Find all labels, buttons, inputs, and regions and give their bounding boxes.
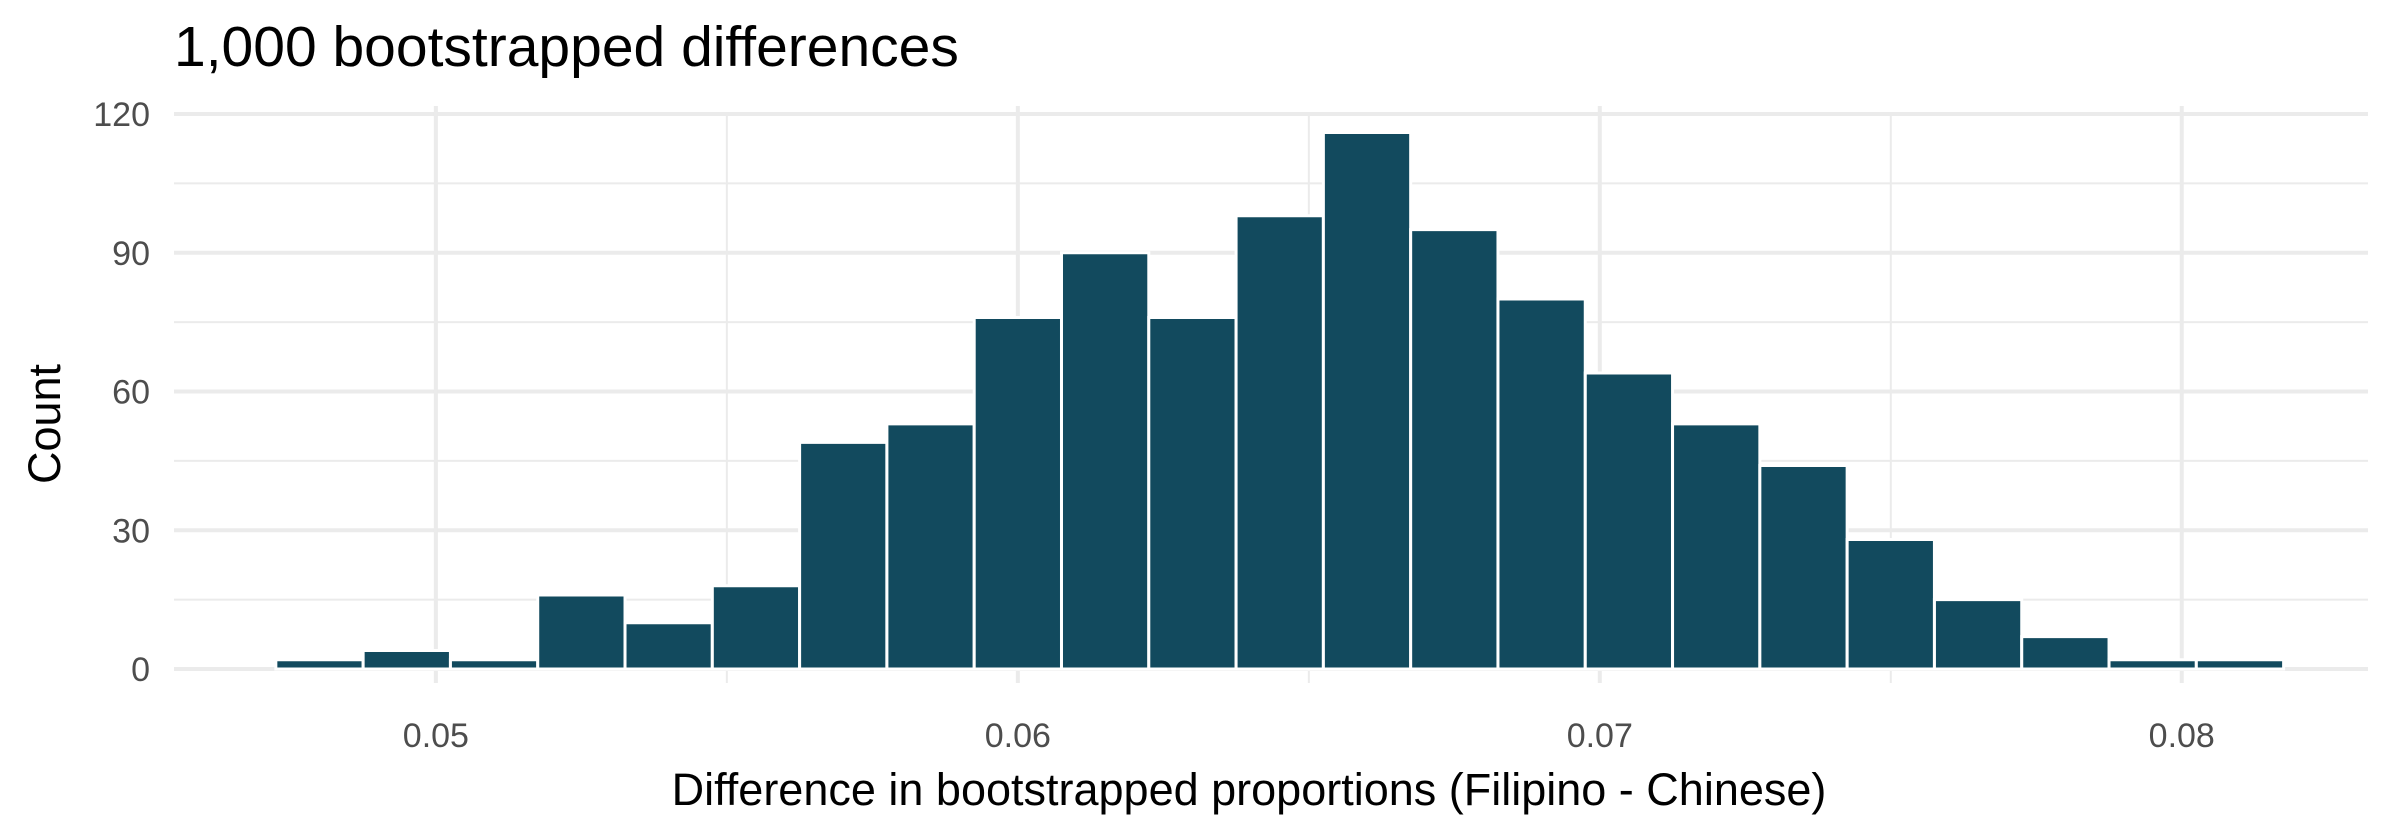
y-tick-label: 0 <box>131 651 150 689</box>
x-axis-ticks: 0.05 0.06 0.07 0.08 <box>403 717 2215 755</box>
histogram-bar <box>1932 598 2024 671</box>
y-tick-label: 120 <box>93 96 150 134</box>
histogram-bar <box>448 658 540 671</box>
histogram-bar <box>1496 297 1587 671</box>
histogram-bar <box>536 593 627 671</box>
bars <box>274 131 2286 671</box>
histogram-bar <box>1234 214 1325 671</box>
x-tick-label: 0.08 <box>2149 717 2215 755</box>
histogram-bar <box>274 658 365 671</box>
histogram-bar <box>623 621 714 671</box>
histogram-bar <box>885 422 976 671</box>
histogram-bar <box>1583 371 1675 671</box>
y-tick-label: 60 <box>112 374 150 412</box>
histogram-bar <box>1059 251 1151 671</box>
histogram-bar <box>1409 228 1500 671</box>
x-tick-label: 0.06 <box>985 717 1051 755</box>
y-axis-ticks: 0 30 60 90 120 <box>93 96 150 689</box>
histogram-bar <box>1147 316 1238 671</box>
x-tick-label: 0.07 <box>1567 717 1633 755</box>
y-axis-title: Count <box>19 363 70 484</box>
histogram-bar <box>1671 422 1762 671</box>
histogram-bar <box>1758 464 1849 671</box>
histogram-bar <box>710 584 802 671</box>
histogram-bar <box>972 316 1063 671</box>
y-tick-label: 30 <box>112 512 150 550</box>
y-tick-label: 90 <box>112 235 150 273</box>
histogram-bar <box>361 649 452 671</box>
histogram-bar <box>1321 131 1413 671</box>
histogram-bar <box>1845 538 1936 671</box>
histogram-bar <box>2020 635 2111 671</box>
x-axis-title: Difference in bootstrapped proportions (… <box>672 764 1827 815</box>
chart-title: 1,000 bootstrapped differences <box>174 15 959 79</box>
histogram-bar <box>2194 658 2286 671</box>
x-tick-label: 0.05 <box>403 717 469 755</box>
histogram-bar <box>2107 658 2198 671</box>
histogram-bar <box>798 440 889 671</box>
